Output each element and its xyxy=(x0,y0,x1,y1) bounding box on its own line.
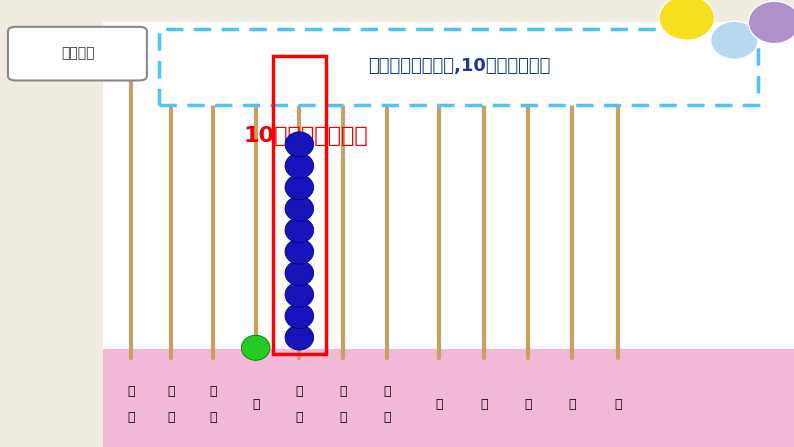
Text: 万: 万 xyxy=(339,411,347,425)
Text: 百: 百 xyxy=(524,398,532,411)
Ellipse shape xyxy=(285,304,314,329)
Text: 千: 千 xyxy=(127,384,135,398)
Ellipse shape xyxy=(285,153,314,178)
Ellipse shape xyxy=(285,132,314,157)
Bar xyxy=(273,56,326,354)
Text: 百: 百 xyxy=(167,384,175,398)
Ellipse shape xyxy=(285,282,314,307)
Ellipse shape xyxy=(659,0,715,40)
Text: 千: 千 xyxy=(295,384,303,398)
Text: 10个一千万是一亿: 10个一千万是一亿 xyxy=(243,127,368,146)
Text: 个: 个 xyxy=(614,398,622,411)
Bar xyxy=(103,22,794,358)
Text: 亿: 亿 xyxy=(127,411,135,425)
Ellipse shape xyxy=(285,218,314,243)
FancyBboxPatch shape xyxy=(159,29,758,105)
Text: 十: 十 xyxy=(568,398,576,411)
Text: 亿: 亿 xyxy=(209,411,217,425)
Text: 千: 千 xyxy=(480,398,488,411)
Ellipse shape xyxy=(285,261,314,286)
Ellipse shape xyxy=(241,335,270,360)
Ellipse shape xyxy=(711,21,758,59)
Text: 亿: 亿 xyxy=(252,398,260,411)
Text: 十: 十 xyxy=(383,384,391,398)
Text: 十: 十 xyxy=(209,384,217,398)
Ellipse shape xyxy=(285,325,314,350)
Bar xyxy=(103,349,794,447)
Text: 万: 万 xyxy=(435,398,443,411)
Text: 万: 万 xyxy=(295,411,303,425)
Text: 亿: 亿 xyxy=(167,411,175,425)
Text: 探究新知: 探究新知 xyxy=(61,46,94,61)
Ellipse shape xyxy=(285,175,314,200)
Text: 一千万一千万地数,10个一千万是：: 一千万一千万地数,10个一千万是： xyxy=(368,57,550,75)
Ellipse shape xyxy=(285,196,314,221)
Text: 万: 万 xyxy=(383,411,391,425)
Ellipse shape xyxy=(748,1,794,44)
Text: 百: 百 xyxy=(339,384,347,398)
FancyBboxPatch shape xyxy=(8,27,147,80)
Ellipse shape xyxy=(285,239,314,264)
